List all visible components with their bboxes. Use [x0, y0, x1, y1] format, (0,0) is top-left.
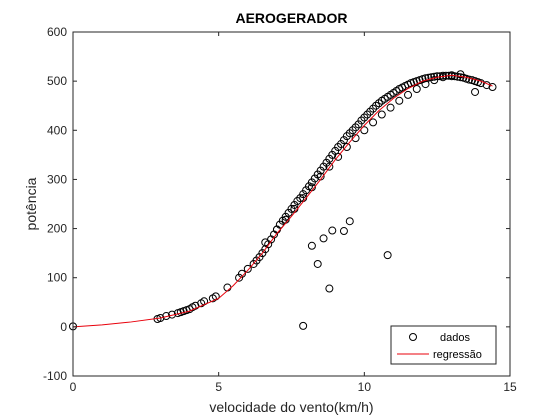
legend-label-regressao: regressão [433, 349, 482, 361]
legend-marker-dados [409, 333, 417, 341]
data-point [421, 74, 430, 83]
legend-label-dados: dados [440, 332, 470, 344]
series-layer [69, 70, 497, 331]
legend-box [390, 325, 497, 365]
data-point [395, 96, 404, 105]
data-point [369, 104, 378, 113]
data-point [328, 226, 337, 235]
y-tick-label: 0 [60, 320, 67, 334]
x-tick-label: 0 [70, 380, 77, 394]
data-point [404, 90, 413, 99]
data-point [363, 110, 372, 119]
data-point [334, 152, 343, 161]
y-tick-label: 300 [47, 172, 67, 186]
data-point [342, 142, 351, 151]
y-axis-label: potência [23, 177, 39, 230]
data-point [456, 70, 465, 79]
x-axis-ticks: 0 5 10 15 [70, 32, 517, 394]
y-axis-ticks: -100 0 100 200 300 400 500 600 [43, 25, 510, 383]
data-point [243, 264, 252, 273]
data-point [299, 321, 308, 330]
y-tick-label: -100 [43, 369, 67, 383]
data-point [412, 85, 421, 94]
x-axis-label: velocidade do vento(km/h) [209, 399, 373, 415]
y-tick-label: 100 [47, 271, 67, 285]
data-point [325, 162, 334, 171]
data-point [360, 126, 369, 135]
data-point [339, 227, 348, 236]
data-point [261, 238, 270, 247]
x-tick-label: 5 [215, 380, 222, 394]
x-tick-label: 10 [358, 380, 372, 394]
y-tick-label: 200 [47, 222, 67, 236]
regression-line [72, 74, 493, 328]
x-tick-label: 15 [503, 380, 517, 394]
y-tick-label: 500 [47, 74, 67, 88]
data-point [334, 142, 343, 151]
data-point [325, 284, 334, 293]
data-point [342, 132, 351, 141]
plot-border [72, 31, 511, 377]
data-point [348, 126, 357, 135]
data-point [471, 87, 480, 96]
chart-title: AEROGERADOR [235, 10, 347, 26]
data-point [360, 113, 369, 122]
data-point [313, 259, 322, 268]
data-point [383, 251, 392, 260]
y-tick-label: 400 [47, 123, 67, 137]
data-point [377, 110, 386, 119]
data-point [369, 118, 378, 127]
y-tick-label: 600 [47, 25, 67, 39]
legend: dados regressão [390, 325, 497, 365]
data-point [237, 269, 246, 278]
data-point [427, 73, 436, 82]
data-point [345, 217, 354, 226]
data-point [345, 129, 354, 138]
data-point [307, 241, 316, 250]
data-point [488, 83, 497, 92]
data-point [366, 107, 375, 116]
data-point [430, 76, 439, 85]
data-point [319, 234, 328, 243]
data-point [357, 116, 366, 125]
data-point [386, 103, 395, 112]
data-point [351, 123, 360, 132]
data-point [465, 75, 474, 84]
